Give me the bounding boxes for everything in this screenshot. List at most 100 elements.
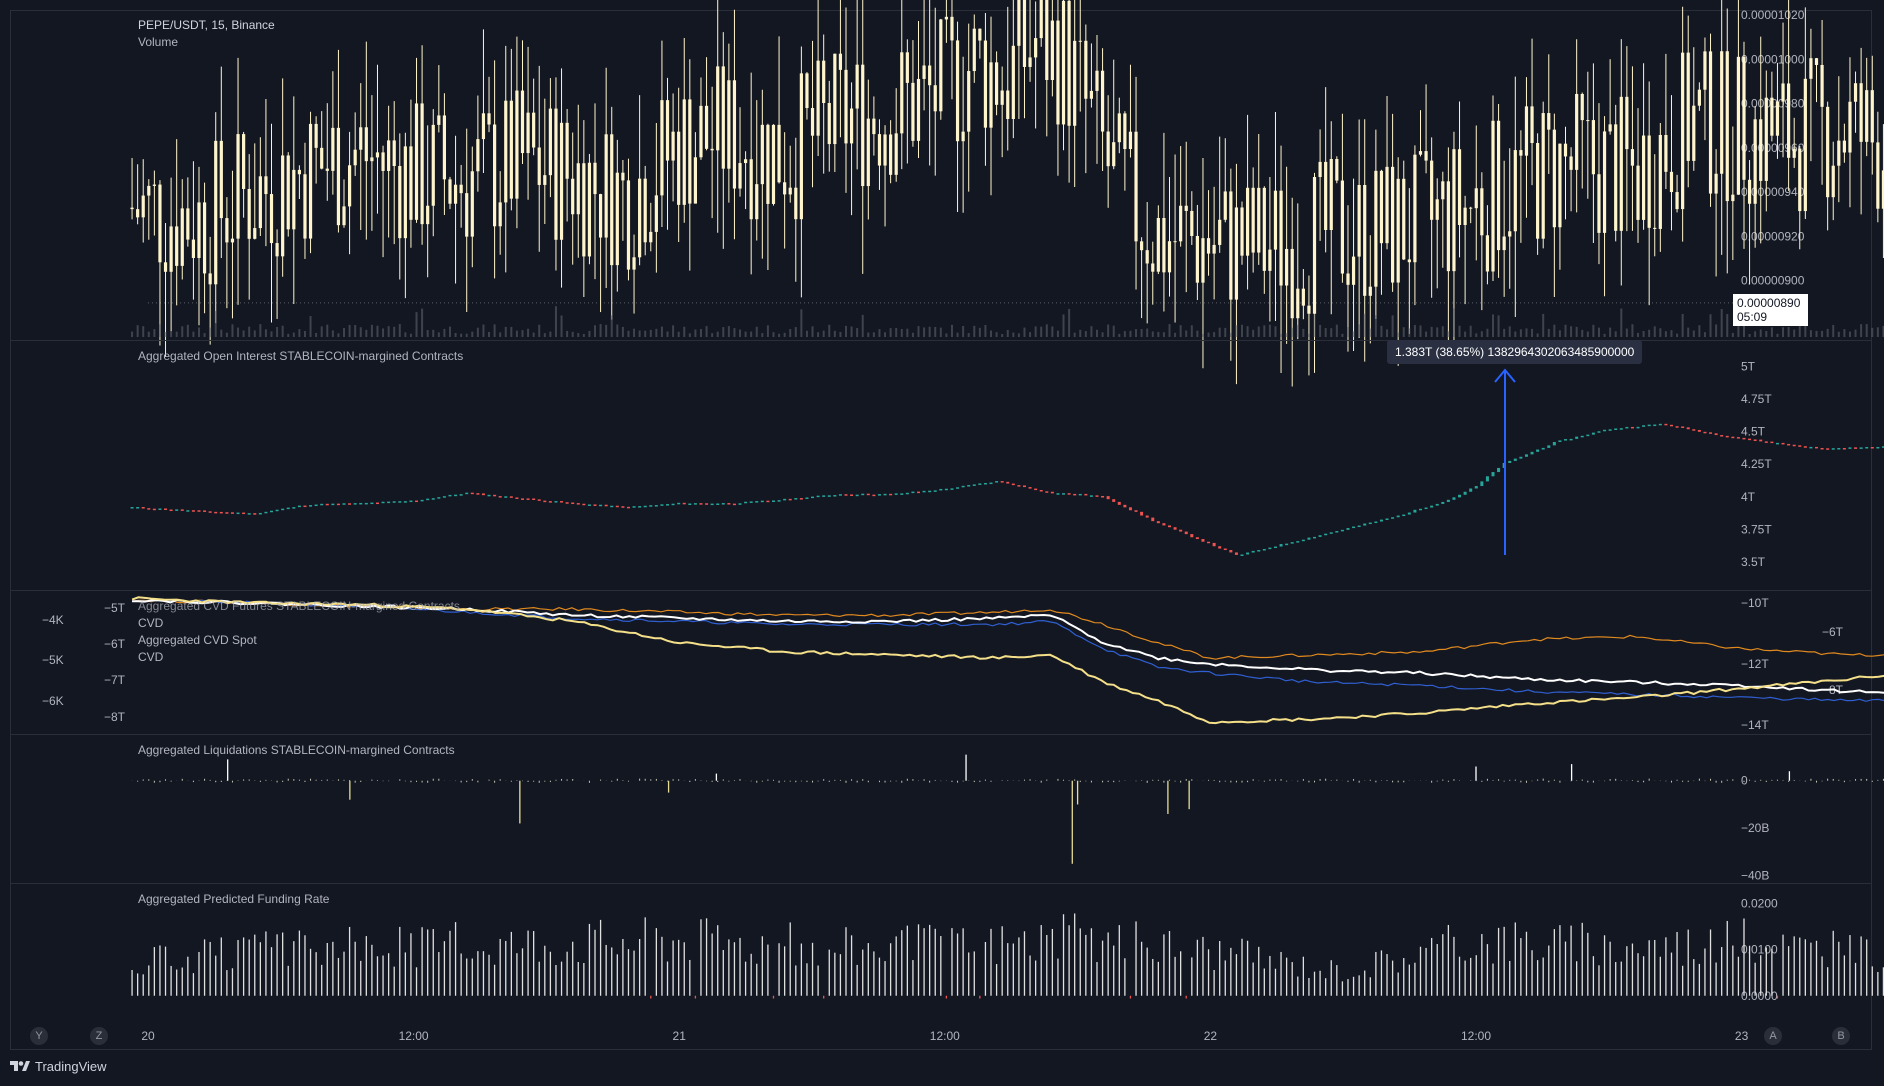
oi-candle	[1547, 445, 1551, 448]
price-candle	[1714, 173, 1718, 194]
auto-scale-a-button[interactable]: A	[1764, 1027, 1782, 1045]
price-candle	[1474, 188, 1478, 209]
volume-bar	[1491, 314, 1494, 337]
oi-candle	[1569, 438, 1573, 441]
price-candle	[230, 238, 235, 243]
tradingview-logo[interactable]: TradingView	[10, 1059, 107, 1074]
chart-frame[interactable]	[10, 10, 1872, 1050]
cvd-futures-sub: CVD	[138, 616, 164, 630]
oi-candle	[348, 503, 352, 505]
oi-candle	[526, 498, 530, 500]
price-candle	[1000, 90, 1004, 105]
price-candle	[186, 208, 190, 240]
price-candle	[1095, 70, 1099, 91]
zoom-z-button[interactable]: Z	[90, 1027, 108, 1045]
volume-bar	[1564, 324, 1567, 337]
price-candle	[1045, 0, 1049, 80]
volume-legend[interactable]: Volume	[138, 35, 179, 49]
oi-candle	[1759, 439, 1763, 442]
oi-candle	[1742, 437, 1746, 440]
price-candle	[621, 172, 625, 181]
volume-bar	[599, 324, 602, 337]
volume-bar	[253, 330, 256, 337]
price-candle	[559, 122, 564, 240]
symbol-legend[interactable]: PEPE/USDT, 15, Binance	[138, 18, 275, 32]
pane-separator-4[interactable]	[10, 883, 1872, 884]
volume-bar	[1848, 331, 1851, 337]
oi-candle	[387, 501, 391, 504]
volume-bar	[1692, 330, 1695, 337]
volume-bar	[1837, 331, 1840, 337]
volume-bar	[1017, 333, 1020, 337]
oi-candle	[1045, 491, 1049, 493]
price-candle	[961, 131, 965, 142]
oi-candle	[1881, 446, 1884, 448]
oi-candle	[1418, 508, 1422, 511]
oi-candle	[1357, 525, 1361, 528]
pane-separator-3[interactable]	[10, 734, 1872, 735]
volume-bar	[1324, 328, 1327, 337]
volume-bar	[1676, 333, 1679, 337]
price-candle	[1508, 231, 1512, 237]
volume-bar	[409, 333, 412, 337]
oi-candle	[1736, 437, 1740, 439]
volume-bar	[482, 324, 485, 337]
cvd-outer-axis-tick: −6T	[1822, 625, 1844, 639]
volume-bar	[214, 311, 217, 337]
volume-bar	[1123, 331, 1126, 337]
liquidations-legend[interactable]: Aggregated Liquidations STABLECOIN-margi…	[138, 743, 455, 757]
volume-bar	[655, 328, 658, 337]
price-candle	[1536, 143, 1540, 239]
volume-bar	[1525, 328, 1528, 337]
oi-candle	[855, 494, 859, 497]
price-candle	[1190, 210, 1194, 236]
pane-separator-1[interactable]	[10, 340, 1872, 341]
oi-candle	[398, 501, 402, 503]
pane-separator-2[interactable]	[10, 590, 1872, 591]
volume-bar	[443, 328, 446, 337]
price-candle	[1798, 148, 1802, 212]
price-candle	[1312, 177, 1317, 314]
oi-candle	[236, 512, 240, 515]
oi-candle	[682, 502, 686, 505]
funding-legend[interactable]: Aggregated Predicted Funding Rate	[138, 892, 330, 906]
oi-legend[interactable]: Aggregated Open Interest STABLECOIN-marg…	[138, 349, 464, 363]
oi-candle	[699, 503, 703, 505]
price-candle	[437, 115, 441, 125]
volume-bar	[939, 327, 942, 337]
oi-candle	[1469, 488, 1473, 492]
volume-bar	[437, 332, 440, 337]
cvd-futures-legend[interactable]: Aggregated CVD Futures STABLECOIN-margin…	[138, 599, 460, 613]
volume-bar	[990, 330, 993, 337]
price-candle	[1201, 238, 1205, 283]
volume-bar	[1742, 315, 1745, 337]
price-candle	[1814, 58, 1819, 65]
price-candle	[1519, 150, 1523, 156]
oi-candle	[465, 492, 469, 495]
price-candle	[816, 60, 820, 136]
oi-candle	[1318, 535, 1322, 537]
cvd-left-inner-tick: −6T	[104, 637, 126, 651]
volume-bar	[911, 332, 914, 337]
oi-candle	[643, 505, 647, 508]
cvd-spot-legend[interactable]: Aggregated CVD Spot	[138, 633, 257, 647]
oi-candle	[615, 505, 619, 508]
log-scale-y-button[interactable]: Y	[30, 1027, 48, 1045]
oi-candle	[420, 499, 424, 502]
scale-b-button[interactable]: B	[1832, 1027, 1850, 1045]
oi-candle	[476, 493, 480, 495]
oi-candle	[1290, 542, 1294, 544]
volume-bar	[610, 315, 613, 337]
volume-bar	[1079, 329, 1082, 337]
oi-candle	[481, 493, 485, 496]
oi-candle	[275, 509, 279, 512]
price-candle	[610, 134, 614, 266]
oi-candle	[1435, 503, 1439, 506]
oi-candle	[811, 496, 815, 499]
volume-bar	[1441, 326, 1444, 337]
price-candle	[1759, 119, 1763, 181]
volume-bar	[237, 327, 240, 337]
oi-candle	[1223, 548, 1227, 551]
price-candle	[325, 168, 329, 171]
